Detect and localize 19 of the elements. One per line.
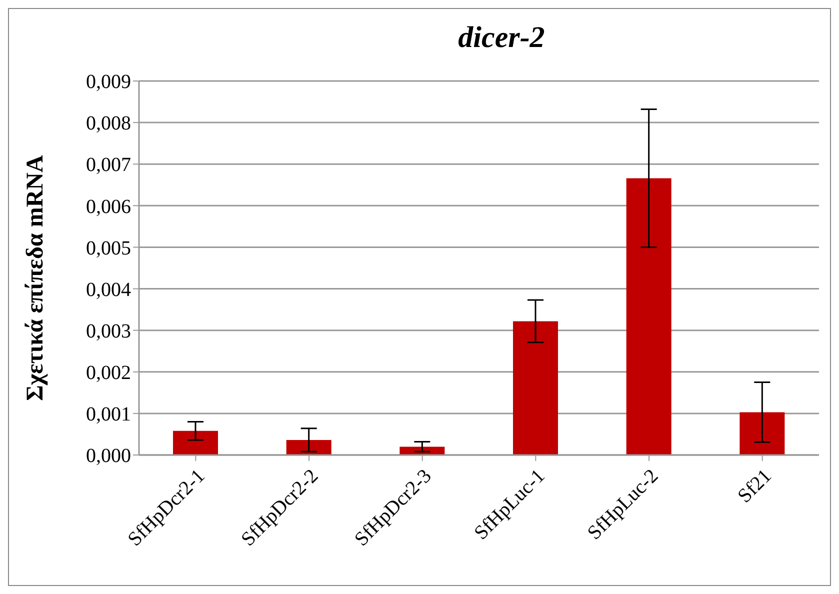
- x-tick-label: Sf21: [734, 465, 776, 508]
- chart-title: dicer-2: [457, 21, 546, 55]
- bar: [286, 440, 332, 455]
- y-axis-title: Σχετικά επίπεδα mRNA: [22, 154, 49, 401]
- bar: [626, 178, 672, 455]
- bar: [740, 412, 785, 455]
- bar: [173, 430, 218, 455]
- bar: [513, 321, 558, 455]
- y-tick-label: 0,001: [86, 404, 131, 426]
- y-tick-label: 0,009: [86, 71, 131, 94]
- y-tick-label: 0,008: [86, 112, 131, 135]
- y-tick-label: 0,000: [86, 445, 131, 468]
- y-tick-label: 0,006: [86, 196, 131, 218]
- y-tick-label: 0,003: [86, 320, 131, 342]
- y-tick-label: 0,007: [86, 154, 131, 176]
- y-tick-label: 0,004: [86, 278, 131, 301]
- y-tick-label: 0,005: [86, 237, 131, 260]
- y-tick-label: 0,002: [86, 362, 131, 384]
- bar: [400, 446, 445, 455]
